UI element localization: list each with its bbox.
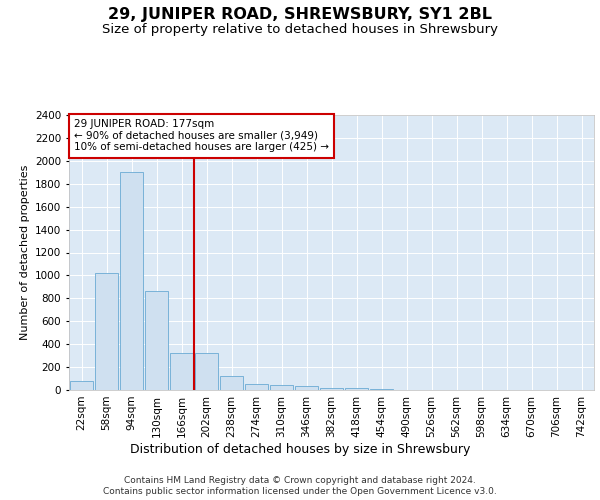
Bar: [320, 388, 343, 390]
Bar: [145, 292, 168, 390]
Bar: [195, 354, 218, 390]
Text: 29 JUNIPER ROAD: 177sqm
← 90% of detached houses are smaller (3,949)
10% of semi: 29 JUNIPER ROAD: 177sqm ← 90% of detache…: [74, 119, 329, 152]
Bar: [295, 386, 318, 390]
Bar: [120, 172, 143, 390]
Text: Contains public sector information licensed under the Open Government Licence v3: Contains public sector information licen…: [103, 487, 497, 496]
Y-axis label: Number of detached properties: Number of detached properties: [20, 165, 29, 340]
Bar: [170, 354, 193, 390]
Text: Size of property relative to detached houses in Shrewsbury: Size of property relative to detached ho…: [102, 22, 498, 36]
Bar: [345, 388, 368, 390]
Text: Contains HM Land Registry data © Crown copyright and database right 2024.: Contains HM Land Registry data © Crown c…: [124, 476, 476, 485]
Bar: [95, 273, 118, 390]
Bar: [245, 384, 268, 390]
Bar: [270, 385, 293, 390]
Text: 29, JUNIPER ROAD, SHREWSBURY, SY1 2BL: 29, JUNIPER ROAD, SHREWSBURY, SY1 2BL: [108, 8, 492, 22]
Bar: [70, 381, 93, 390]
Bar: [220, 376, 243, 390]
Text: Distribution of detached houses by size in Shrewsbury: Distribution of detached houses by size …: [130, 442, 470, 456]
